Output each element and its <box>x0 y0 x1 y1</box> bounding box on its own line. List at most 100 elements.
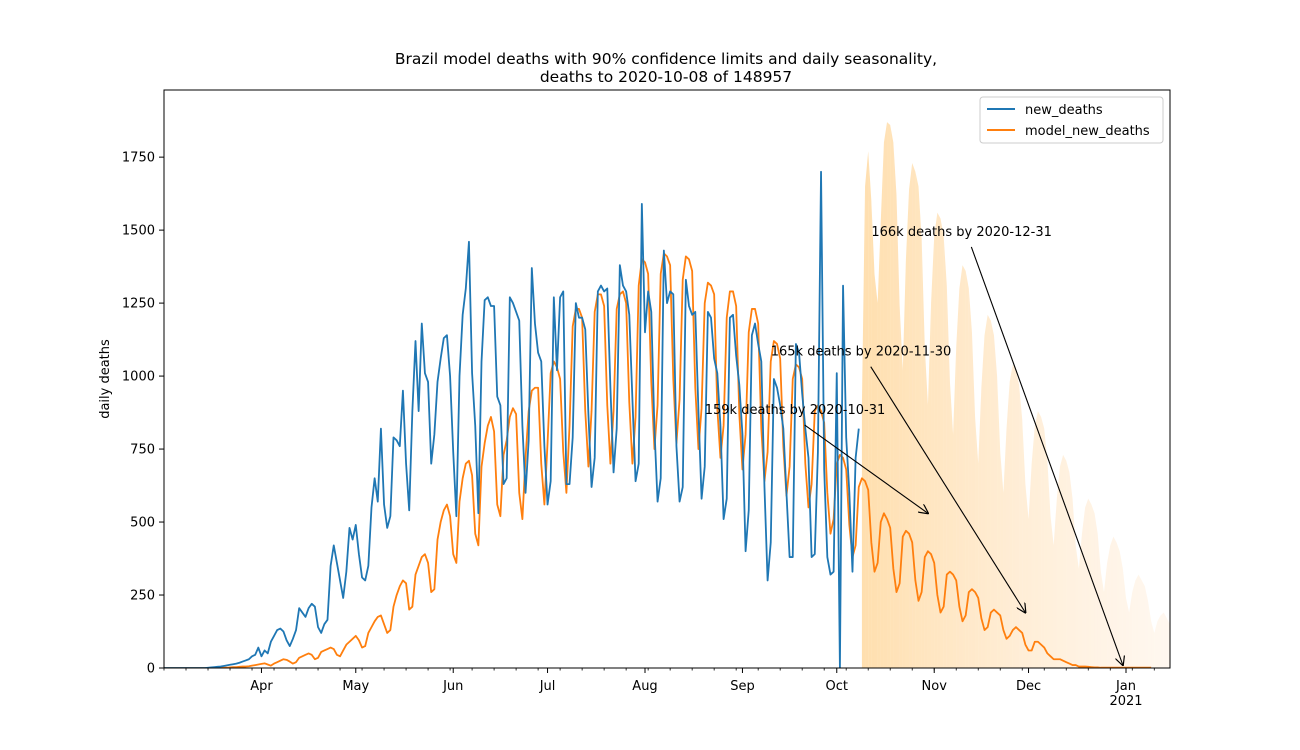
band-segment <box>1135 574 1139 668</box>
band-segment <box>1053 498 1057 668</box>
series-lines <box>164 170 1152 668</box>
band-segment <box>1081 507 1086 668</box>
band-segment <box>953 346 957 668</box>
y-tick-label: 1000 <box>122 370 155 385</box>
legend: new_deaths model_new_deaths <box>979 96 1164 144</box>
band-segment <box>1119 551 1123 668</box>
band-segment <box>1116 542 1120 668</box>
band-segment <box>865 151 869 668</box>
band-segment <box>1186 645 1189 668</box>
band-segment <box>905 189 910 668</box>
band-segment <box>1113 536 1117 668</box>
band-segment <box>1078 533 1082 668</box>
band-segment <box>1025 484 1029 668</box>
band-segment <box>1056 466 1060 668</box>
band-segment <box>1031 425 1035 668</box>
band-segment <box>965 270 969 668</box>
band-segment <box>962 265 966 668</box>
band-segment <box>1100 571 1104 668</box>
band-segment <box>1230 667 1233 668</box>
band-segment <box>959 265 963 668</box>
band-segment <box>1022 419 1026 668</box>
band-segment <box>1028 463 1032 668</box>
band-segment <box>902 259 906 668</box>
band-segment <box>1103 562 1108 668</box>
band-segment <box>871 200 875 668</box>
band-segment <box>1233 667 1236 668</box>
band-segment <box>1009 364 1013 668</box>
band-segment <box>1125 597 1130 668</box>
band-segment <box>880 142 884 668</box>
band-segment <box>890 125 894 668</box>
series-line-new-deaths <box>164 170 860 668</box>
plot-frame <box>163 89 1171 669</box>
band-segment <box>1050 516 1054 668</box>
band-segment <box>1072 498 1076 668</box>
band-segment <box>1129 592 1133 668</box>
band-segment <box>874 273 878 668</box>
band-segment <box>1176 645 1179 668</box>
band-segment <box>1154 621 1158 668</box>
y-tick-label: 250 <box>130 589 155 604</box>
band-segment <box>861 186 866 668</box>
x-tick-label: Jun <box>442 679 463 694</box>
band-segment <box>1059 454 1064 668</box>
annotation-label: 166k deaths by 2020-12-31 <box>871 225 1052 240</box>
series-line-model-new-deaths <box>164 252 1152 668</box>
y-tick-label: 1500 <box>122 224 155 239</box>
band-segment <box>1075 545 1079 668</box>
x-tick-label: Sep <box>730 679 755 694</box>
band-segment <box>1041 416 1045 668</box>
band-segment <box>1211 665 1214 668</box>
x-tick-label: Nov <box>922 679 948 694</box>
band-segment <box>1147 600 1152 668</box>
band-segment <box>883 122 888 668</box>
band-segment <box>1163 612 1167 668</box>
x-tick-label: May <box>342 679 369 694</box>
band-segment <box>1220 667 1223 668</box>
band-segment <box>971 332 976 668</box>
band-segment <box>984 314 988 668</box>
chart-title-line1: Brazil model deaths with 90% confidence … <box>395 50 937 68</box>
band-segment <box>1088 498 1092 668</box>
y-tick-label: 1250 <box>122 297 155 312</box>
x-tick-label: Jan <box>1115 679 1136 694</box>
y-tick-label: 1750 <box>122 151 155 166</box>
band-segment <box>1107 545 1111 668</box>
y-axis: 0 250 500 750 1000 1250 1500 1750 <box>122 151 164 677</box>
annotations: 166k deaths by 2020-12-31 165k deaths by … <box>705 225 1123 665</box>
legend-box <box>979 96 1164 144</box>
band-segment <box>931 235 935 668</box>
band-segment <box>987 314 991 668</box>
band-segment <box>1132 580 1136 668</box>
band-segment <box>934 212 938 668</box>
band-segment <box>1195 653 1198 668</box>
band-segment <box>1063 454 1067 668</box>
band-segment <box>940 218 944 668</box>
band-segment <box>912 162 916 668</box>
annotation-arrow <box>870 366 1026 613</box>
band-segment <box>1044 428 1048 668</box>
band-segment <box>1003 428 1007 668</box>
y-tick-label: 0 <box>147 662 155 677</box>
annotation-label: 165k deaths by 2020-11-30 <box>771 345 952 360</box>
band-segment <box>1037 411 1042 668</box>
band-segment <box>1034 411 1038 668</box>
band-segment <box>1151 621 1155 668</box>
band-segment <box>1019 384 1023 668</box>
band-segment <box>968 288 972 668</box>
band-segment <box>1110 536 1114 668</box>
band-segment <box>924 346 928 668</box>
band-segment <box>1192 650 1195 668</box>
x-tick-label: Oct <box>826 679 848 694</box>
band-segment <box>1138 574 1142 668</box>
band-segment <box>915 171 919 668</box>
band-segment <box>1006 381 1010 668</box>
x-tick-label: Dec <box>1016 679 1041 694</box>
band-segment <box>1189 648 1192 668</box>
band-segment <box>1144 586 1148 668</box>
band-segment <box>1085 498 1089 668</box>
y-tick-label: 500 <box>130 516 155 531</box>
band-segment <box>1223 667 1226 668</box>
